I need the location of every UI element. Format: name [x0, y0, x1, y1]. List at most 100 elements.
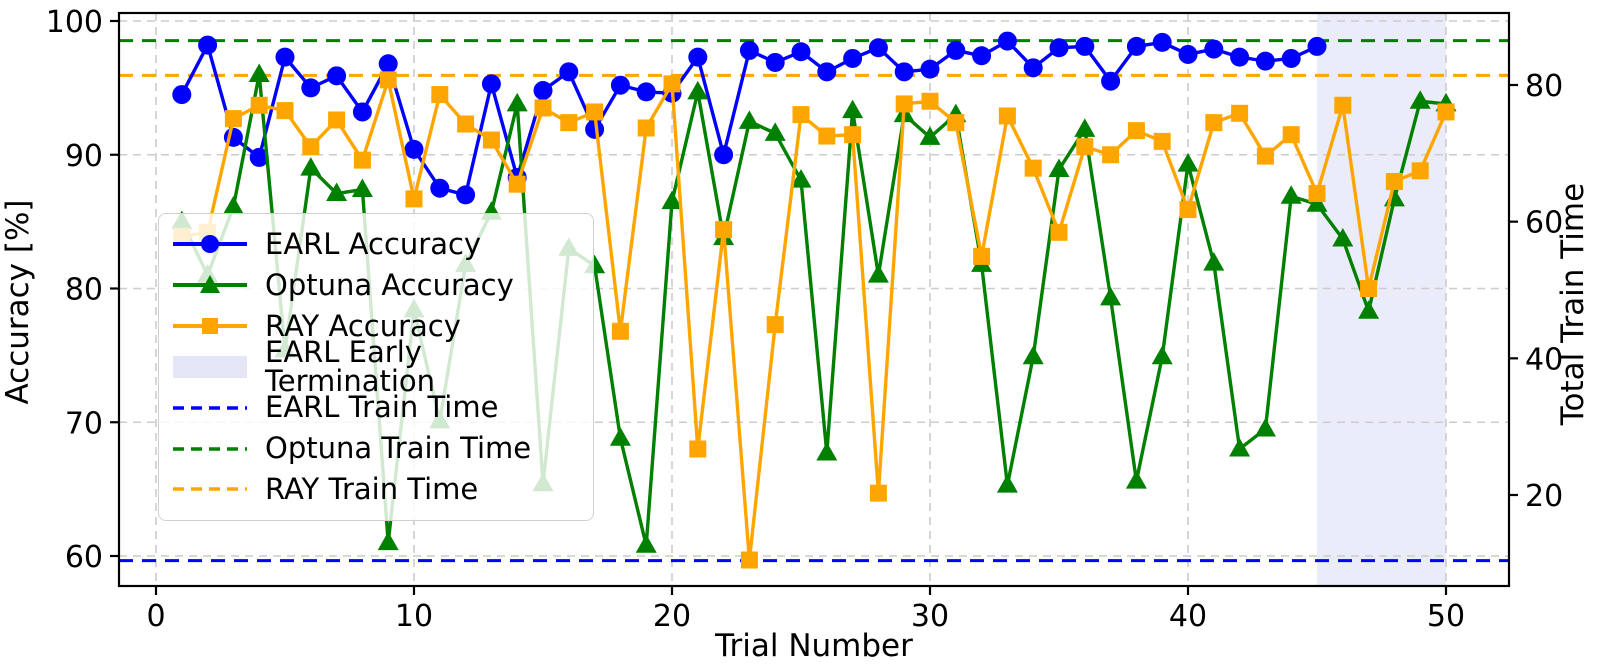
data-point-square: [586, 103, 604, 121]
data-point-square: [637, 119, 655, 137]
data-point-circle: [1075, 36, 1095, 56]
y-tick-label-right: 40: [1525, 342, 1563, 377]
data-point-triangle: [326, 182, 348, 202]
data-point-circle: [894, 62, 914, 82]
data-point-circle: [1152, 32, 1172, 52]
data-point-square: [379, 71, 397, 89]
legend-line-swatch: [171, 270, 249, 300]
data-point-circle: [352, 102, 372, 122]
data-point-circle: [791, 42, 811, 62]
data-point-circle: [275, 47, 295, 67]
data-point-square: [1153, 132, 1171, 150]
y-tick-label-left: 70: [65, 406, 103, 441]
data-point-circle: [481, 74, 501, 94]
data-point-square: [689, 440, 707, 458]
data-point-triangle: [1125, 470, 1147, 489]
y-tick-label-right: 80: [1525, 69, 1563, 104]
x-tick-label: 50: [1427, 599, 1465, 634]
legend-item-label: EARL Train Time: [265, 390, 499, 425]
data-point-triangle: [661, 190, 683, 210]
data-point-square: [302, 138, 320, 156]
data-point-circle: [946, 40, 966, 60]
data-point-triangle: [1358, 300, 1380, 319]
legend-item: EARL Accuracy: [171, 224, 581, 264]
data-point-square: [1308, 185, 1326, 203]
data-point-square: [457, 115, 475, 133]
data-point-square: [973, 247, 991, 265]
legend-line-swatch: [171, 474, 249, 504]
data-point-circle: [1255, 51, 1275, 71]
x-tick-label: 20: [653, 599, 691, 634]
data-point-circle: [1126, 36, 1146, 56]
legend-item-label: Optuna Train Time: [265, 431, 532, 466]
data-point-circle: [739, 40, 759, 60]
data-point-triangle: [1306, 193, 1328, 212]
data-point-circle: [1049, 38, 1069, 58]
data-point-circle: [1023, 58, 1043, 78]
data-point-circle: [1101, 71, 1121, 91]
y-tick-label-left: 80: [65, 273, 103, 308]
data-point-square: [1411, 162, 1429, 180]
legend-line-swatch: [171, 393, 249, 423]
data-point-triangle: [1203, 252, 1225, 271]
data-point-circle: [378, 54, 398, 74]
data-point-triangle: [1409, 90, 1431, 109]
data-point-circle: [533, 81, 553, 101]
data-point-triangle: [1100, 286, 1122, 306]
y-tick-label-right: 20: [1525, 479, 1563, 514]
data-point-circle: [610, 75, 630, 95]
data-point-square: [534, 99, 552, 117]
data-point-square: [921, 92, 939, 110]
data-point-square: [611, 322, 629, 340]
legend-item: RAY Train Time: [171, 469, 581, 509]
legend-item-label: EARL Accuracy: [265, 226, 482, 261]
data-point-triangle: [1074, 118, 1096, 137]
data-point-triangle: [816, 442, 838, 461]
x-tick-label: 40: [1169, 599, 1207, 634]
data-point-square: [250, 96, 268, 114]
legend-line-swatch: [171, 311, 249, 341]
data-point-circle: [327, 66, 347, 86]
data-point-square: [1437, 103, 1455, 121]
data-point-square: [895, 95, 913, 113]
data-point-triangle: [1280, 185, 1302, 204]
data-point-square: [1205, 114, 1223, 132]
data-point-circle: [172, 85, 192, 105]
data-point-square: [1127, 122, 1145, 140]
data-point-circle: [1307, 36, 1327, 56]
data-point-square: [1360, 280, 1378, 297]
legend-item: EARL Train Time: [171, 388, 581, 428]
data-point-square: [224, 110, 242, 128]
data-point-triangle: [1254, 417, 1276, 437]
data-point-square: [740, 551, 758, 569]
data-point-square: [663, 75, 681, 93]
data-point-square: [766, 316, 784, 334]
right-y-axis-label: Total Train Time: [1555, 182, 1591, 426]
data-point-triangle: [248, 63, 270, 82]
y-tick-label-left: 90: [65, 139, 103, 174]
data-point-circle: [765, 52, 785, 72]
data-point-square: [560, 114, 578, 132]
data-point-square: [792, 106, 810, 124]
data-point-square: [1282, 126, 1300, 144]
data-point-triangle: [996, 474, 1018, 493]
data-point-square: [844, 126, 862, 144]
data-point-square: [818, 127, 836, 145]
data-point-circle: [249, 147, 269, 167]
legend: EARL Accuracy Optuna Accuracy RAY Accuracy…: [158, 213, 594, 521]
data-point-circle: [817, 62, 837, 82]
x-tick-label: 0: [146, 599, 165, 634]
legend-item: Optuna Train Time: [171, 429, 581, 469]
legend-item-label: RAY Accuracy: [265, 308, 461, 343]
data-point-circle: [636, 82, 656, 102]
data-point-square: [869, 484, 887, 502]
legend-item-label: Optuna Accuracy: [265, 267, 514, 302]
data-point-circle: [301, 78, 321, 98]
data-point-square: [405, 190, 423, 208]
data-point-triangle: [1048, 158, 1070, 177]
data-point-circle: [1281, 48, 1301, 68]
data-point-square: [1050, 223, 1068, 241]
data-point-triangle: [635, 534, 657, 553]
data-point-circle: [920, 59, 940, 79]
legend-line-swatch: [171, 434, 249, 464]
